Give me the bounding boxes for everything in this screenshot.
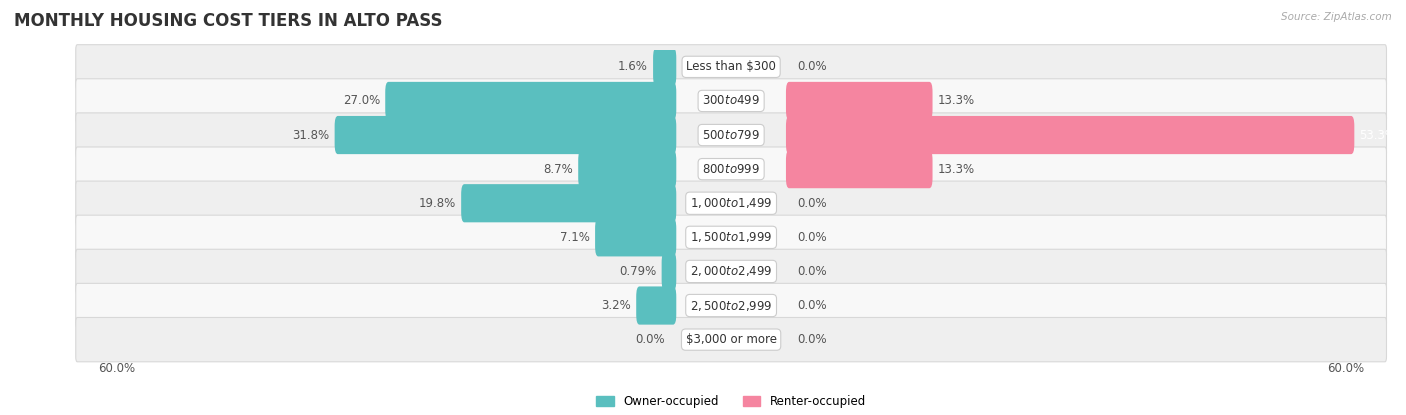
Text: $2,000 to $2,499: $2,000 to $2,499 (690, 264, 772, 278)
Text: $1,000 to $1,499: $1,000 to $1,499 (690, 196, 772, 210)
Text: 19.8%: 19.8% (419, 197, 456, 210)
Text: 13.3%: 13.3% (938, 163, 974, 176)
FancyBboxPatch shape (76, 113, 1386, 157)
FancyBboxPatch shape (76, 181, 1386, 225)
Text: 0.79%: 0.79% (619, 265, 657, 278)
Text: 0.0%: 0.0% (797, 231, 827, 244)
FancyBboxPatch shape (786, 82, 932, 120)
FancyBboxPatch shape (578, 150, 676, 188)
Text: $3,000 or more: $3,000 or more (686, 333, 776, 346)
Text: 8.7%: 8.7% (543, 163, 574, 176)
Text: MONTHLY HOUSING COST TIERS IN ALTO PASS: MONTHLY HOUSING COST TIERS IN ALTO PASS (14, 12, 443, 30)
Text: 27.0%: 27.0% (343, 95, 380, 107)
FancyBboxPatch shape (385, 82, 676, 120)
FancyBboxPatch shape (76, 147, 1386, 191)
Text: 0.0%: 0.0% (797, 265, 827, 278)
Legend: Owner-occupied, Renter-occupied: Owner-occupied, Renter-occupied (592, 391, 870, 413)
Text: $500 to $799: $500 to $799 (702, 129, 761, 142)
Text: 3.2%: 3.2% (602, 299, 631, 312)
FancyBboxPatch shape (76, 215, 1386, 259)
Text: 53.3%: 53.3% (1360, 129, 1396, 142)
Text: 60.0%: 60.0% (98, 362, 135, 375)
FancyBboxPatch shape (786, 116, 1354, 154)
FancyBboxPatch shape (662, 252, 676, 290)
Text: Source: ZipAtlas.com: Source: ZipAtlas.com (1281, 12, 1392, 22)
Text: 7.1%: 7.1% (560, 231, 589, 244)
FancyBboxPatch shape (652, 48, 676, 86)
Text: $300 to $499: $300 to $499 (702, 95, 761, 107)
FancyBboxPatch shape (636, 286, 676, 325)
Text: 0.0%: 0.0% (797, 197, 827, 210)
Text: 0.0%: 0.0% (797, 299, 827, 312)
Text: $1,500 to $1,999: $1,500 to $1,999 (690, 230, 772, 244)
FancyBboxPatch shape (461, 184, 676, 222)
Text: 0.0%: 0.0% (636, 333, 665, 346)
Text: 13.3%: 13.3% (938, 95, 974, 107)
Text: 60.0%: 60.0% (1327, 362, 1364, 375)
FancyBboxPatch shape (595, 218, 676, 256)
FancyBboxPatch shape (786, 150, 932, 188)
Text: $800 to $999: $800 to $999 (702, 163, 761, 176)
FancyBboxPatch shape (335, 116, 676, 154)
FancyBboxPatch shape (76, 317, 1386, 362)
FancyBboxPatch shape (76, 79, 1386, 123)
Text: $2,500 to $2,999: $2,500 to $2,999 (690, 298, 772, 312)
FancyBboxPatch shape (76, 249, 1386, 293)
Text: 1.6%: 1.6% (619, 60, 648, 73)
Text: 0.0%: 0.0% (797, 60, 827, 73)
Text: 31.8%: 31.8% (292, 129, 329, 142)
FancyBboxPatch shape (76, 45, 1386, 89)
Text: Less than $300: Less than $300 (686, 60, 776, 73)
Text: 0.0%: 0.0% (797, 333, 827, 346)
FancyBboxPatch shape (76, 283, 1386, 328)
